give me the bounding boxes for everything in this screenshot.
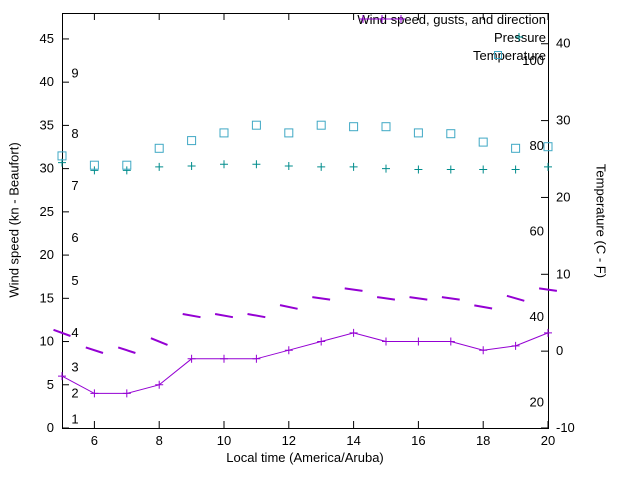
svg-text:20: 20: [40, 247, 54, 262]
svg-text:10: 10: [217, 433, 231, 448]
svg-text:2: 2: [71, 385, 78, 400]
legend-sample-wind-line-icon: [359, 15, 406, 23]
svg-text:1: 1: [71, 411, 78, 426]
svg-text:4: 4: [71, 325, 78, 340]
svg-text:8: 8: [71, 126, 78, 141]
svg-text:6: 6: [71, 230, 78, 245]
svg-text:20: 20: [541, 433, 555, 448]
legend-item-pressure: Pressure: [494, 30, 546, 45]
legend-label-temperature: Temperature: [473, 48, 546, 63]
svg-text:18: 18: [476, 433, 490, 448]
svg-text:3: 3: [71, 360, 78, 375]
svg-text:0: 0: [47, 420, 54, 435]
svg-text:20: 20: [530, 394, 544, 409]
svg-text:10: 10: [556, 266, 570, 281]
left-axis-title: Wind speed (kn - Beaufort): [6, 142, 22, 298]
svg-text:6: 6: [91, 433, 98, 448]
svg-text:25: 25: [40, 204, 54, 219]
svg-text:-10: -10: [556, 420, 575, 435]
legend-sample-pressure-plus-icon: [514, 33, 523, 41]
x-axis-title: Local time (America/Aruba): [226, 450, 384, 465]
svg-text:15: 15: [40, 290, 54, 305]
legend-label-wind: Wind speed, gusts, and direction: [357, 12, 546, 27]
svg-text:40: 40: [40, 74, 54, 89]
svg-text:40: 40: [556, 36, 570, 51]
svg-text:9: 9: [71, 66, 78, 81]
svg-text:16: 16: [411, 433, 425, 448]
legend-item-temperature: Temperature: [473, 48, 546, 63]
legend-sample-temperature-square-icon: [494, 51, 503, 59]
right-axis-title: Temperature (C - F): [593, 163, 609, 279]
svg-text:40: 40: [530, 309, 544, 324]
svg-text:10: 10: [40, 334, 54, 349]
svg-text:30: 30: [40, 161, 54, 176]
svg-text:7: 7: [71, 178, 78, 193]
svg-text:60: 60: [530, 224, 544, 239]
svg-text:30: 30: [556, 113, 570, 128]
svg-text:14: 14: [346, 433, 360, 448]
svg-text:20: 20: [556, 189, 570, 204]
svg-text:8: 8: [156, 433, 163, 448]
svg-text:45: 45: [40, 31, 54, 46]
svg-text:12: 12: [282, 433, 296, 448]
svg-text:5: 5: [71, 273, 78, 288]
svg-text:5: 5: [47, 377, 54, 392]
legend-item-wind: Wind speed, gusts, and direction: [357, 12, 546, 27]
svg-text:80: 80: [530, 138, 544, 153]
svg-text:0: 0: [556, 343, 563, 358]
svg-text:100: 100: [522, 53, 544, 68]
svg-text:35: 35: [40, 117, 54, 132]
